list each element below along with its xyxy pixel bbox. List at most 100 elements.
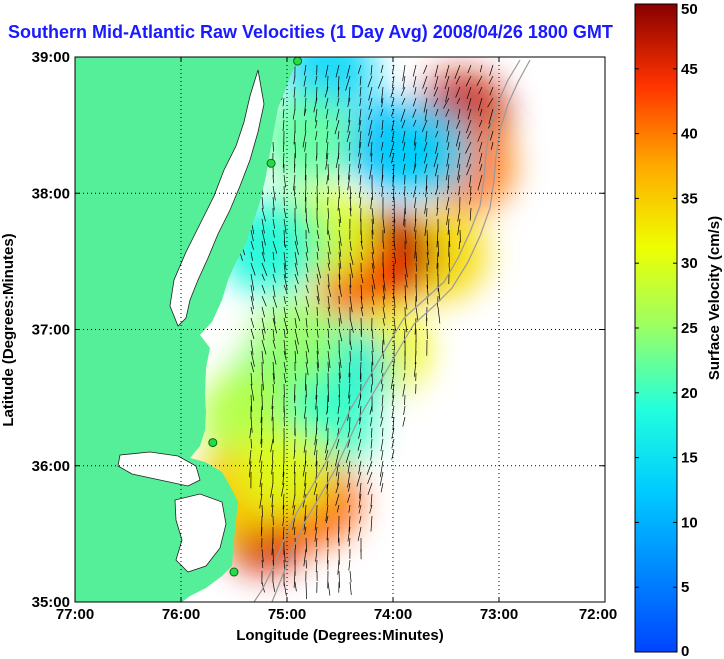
vector-arrow [261, 317, 266, 334]
vector-arrow [304, 372, 307, 391]
vector-arrow [426, 306, 428, 322]
vector-arrow [455, 86, 461, 98]
colorbar-tick-label: 5 [681, 579, 689, 596]
vector-arrow [382, 317, 385, 326]
vector-arrow [380, 64, 384, 73]
vector-arrow [250, 317, 255, 328]
vector-arrow [369, 405, 373, 415]
vector-arrow [359, 174, 362, 185]
vector-arrow [303, 482, 307, 498]
vector-arrow [425, 130, 428, 142]
vector-arrow [271, 394, 274, 410]
vector-arrow [401, 97, 406, 105]
vector-arrow [360, 251, 363, 260]
vector-arrow [283, 218, 287, 234]
vector-arrow [435, 185, 439, 195]
vector-arrow [404, 262, 408, 278]
vector-arrow [466, 130, 472, 140]
speed-region [241, 426, 333, 519]
vector-arrow [348, 394, 351, 404]
vector-arrow [327, 284, 332, 297]
vector-arrow [358, 493, 362, 508]
vector-arrow [466, 163, 472, 176]
vector-arrow [282, 471, 285, 485]
vector-arrow [414, 141, 417, 151]
vector-arrow [358, 449, 362, 459]
vector-arrow [283, 559, 285, 571]
vector-arrow [293, 185, 296, 197]
vector-arrow [358, 163, 362, 174]
vector-arrow [250, 361, 254, 373]
vector-arrow [424, 196, 428, 214]
vector-arrow [272, 295, 278, 308]
vector-arrow [250, 251, 253, 261]
vector-arrow [414, 350, 417, 365]
colorbar-tick-label: 35 [681, 190, 698, 207]
vector-arrow [282, 97, 285, 107]
vector-arrow [272, 372, 275, 385]
vector-arrow [357, 526, 362, 541]
vector-arrow [347, 493, 351, 503]
vector-arrow [327, 163, 330, 181]
vector-arrow [294, 405, 297, 416]
vector-arrow [414, 317, 417, 335]
vector-arrow [393, 251, 397, 264]
vector-arrow [434, 64, 439, 78]
vector-arrow [456, 119, 461, 129]
vector-arrow [315, 152, 318, 161]
vector-arrow [271, 405, 274, 421]
vector-arrow [316, 174, 319, 187]
vector-arrow [294, 295, 298, 306]
vector-arrow [381, 449, 384, 461]
vector-arrow [366, 460, 373, 475]
vector-arrow [303, 438, 307, 453]
vector-arrow [305, 262, 309, 273]
y-tick-marks [75, 56, 605, 603]
vector-arrow [381, 383, 384, 392]
vector-arrow [335, 64, 340, 78]
vector-arrow [338, 218, 341, 228]
colorbar-ticks: 0 5 10 15 20 25 30 35 40 45 50 [635, 1, 698, 659]
vector-arrow [382, 262, 385, 278]
vector-arrow [282, 460, 285, 478]
vector-arrow [476, 75, 483, 86]
vector-arrow [272, 383, 275, 394]
vector-arrow [414, 196, 417, 209]
station-marker [293, 57, 303, 66]
vector-arrow [456, 97, 461, 105]
map-area [75, 57, 605, 602]
vector-arrow [261, 218, 265, 234]
vector-arrow [457, 218, 461, 236]
vector-arrow [271, 493, 274, 508]
vector-arrow [302, 460, 307, 477]
vector-arrow [380, 86, 384, 103]
speed-region [262, 92, 355, 185]
vector-arrow [305, 306, 309, 316]
vector-arrow [304, 97, 307, 115]
vector-arrow [293, 526, 296, 535]
vector-arrow [490, 141, 494, 150]
vector-arrow [402, 75, 406, 90]
vector-arrow [436, 229, 439, 248]
vector-arrow [292, 493, 296, 509]
vector-arrow [324, 97, 329, 109]
vector-arrow [324, 86, 329, 98]
vector-arrow [404, 317, 408, 333]
vector-arrow [368, 86, 373, 101]
vector-arrow [302, 493, 307, 508]
vector-arrow [400, 86, 406, 97]
vector-arrow [316, 218, 319, 228]
vector-arrow [422, 75, 428, 89]
vector-arrow [316, 350, 319, 368]
vector-arrow [338, 317, 341, 327]
vector-arrow [250, 262, 256, 276]
vector-arrow [478, 86, 483, 95]
vector-arrow [250, 295, 254, 310]
vector-arrow [359, 416, 362, 425]
vector-arrow [402, 141, 406, 151]
vector-arrow [335, 493, 340, 506]
vector-arrow [447, 218, 450, 235]
vector-arrow [359, 361, 362, 380]
colorbar-tick-label: 0 [681, 643, 689, 659]
vector-arrow [337, 86, 340, 98]
